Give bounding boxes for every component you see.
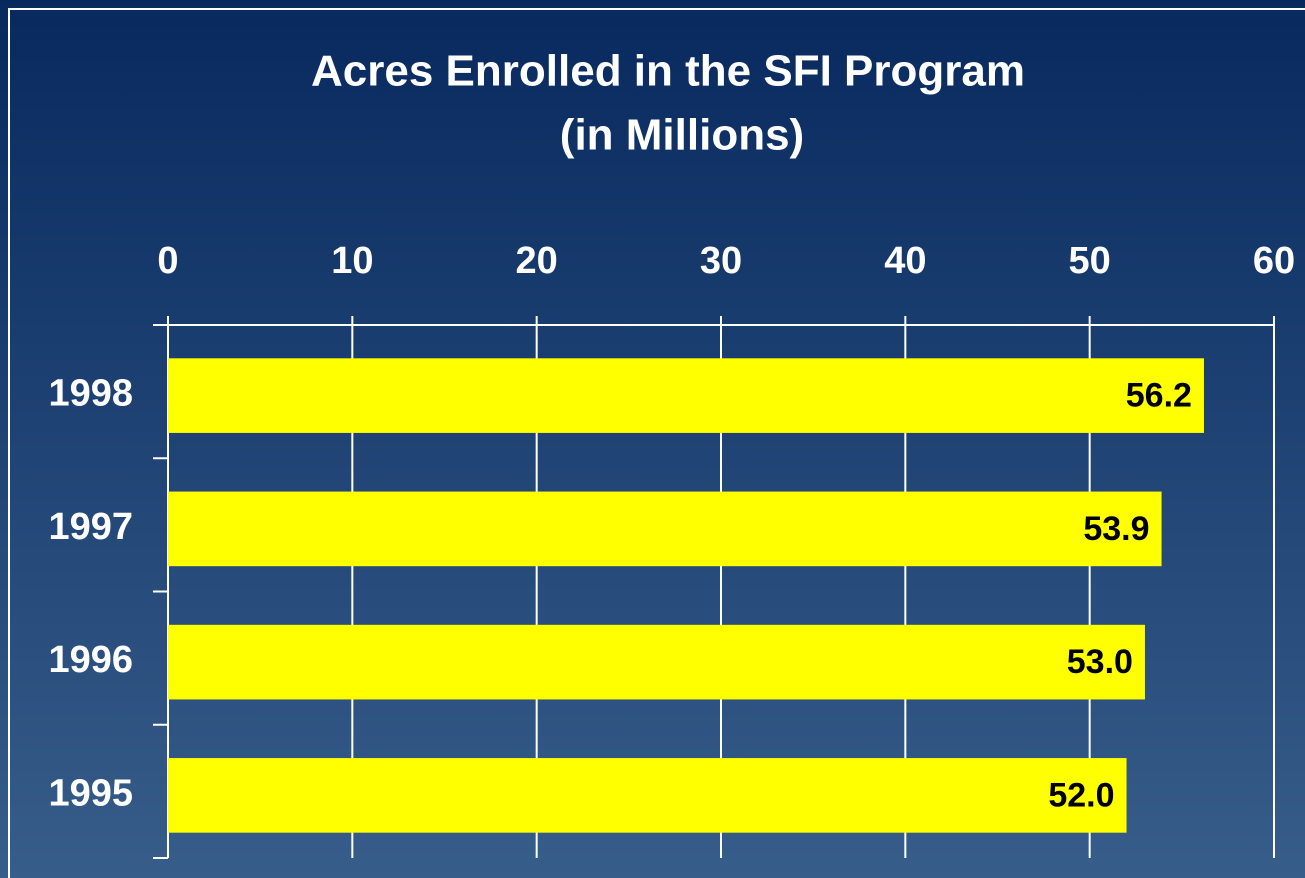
x-tick-label: 10 — [331, 240, 373, 282]
bar — [168, 624, 1145, 700]
value-label: 52.0 — [1048, 776, 1114, 814]
chart-subtitle: (in Millions) — [560, 111, 804, 160]
x-tick-label: 0 — [157, 240, 178, 282]
frame — [8, 8, 1305, 878]
value-label: 53.9 — [1083, 510, 1149, 548]
y-tick-label: 1998 — [48, 373, 133, 415]
value-label: 56.2 — [1126, 377, 1192, 415]
x-tick-label: 30 — [700, 240, 742, 282]
y-tick-label: 1997 — [48, 506, 133, 548]
x-tick-label: 50 — [1069, 240, 1111, 282]
x-tick-label: 20 — [516, 240, 558, 282]
y-tick-label: 1995 — [48, 772, 133, 814]
y-tick-label: 1996 — [48, 639, 133, 681]
value-label: 53.0 — [1067, 643, 1133, 681]
chart-title: Acres Enrolled in the SFI Program — [311, 47, 1025, 96]
bar — [168, 758, 1127, 833]
x-tick-label: 60 — [1253, 240, 1295, 282]
bar — [168, 358, 1204, 433]
bar — [168, 491, 1162, 567]
x-tick-label: 40 — [884, 240, 926, 282]
